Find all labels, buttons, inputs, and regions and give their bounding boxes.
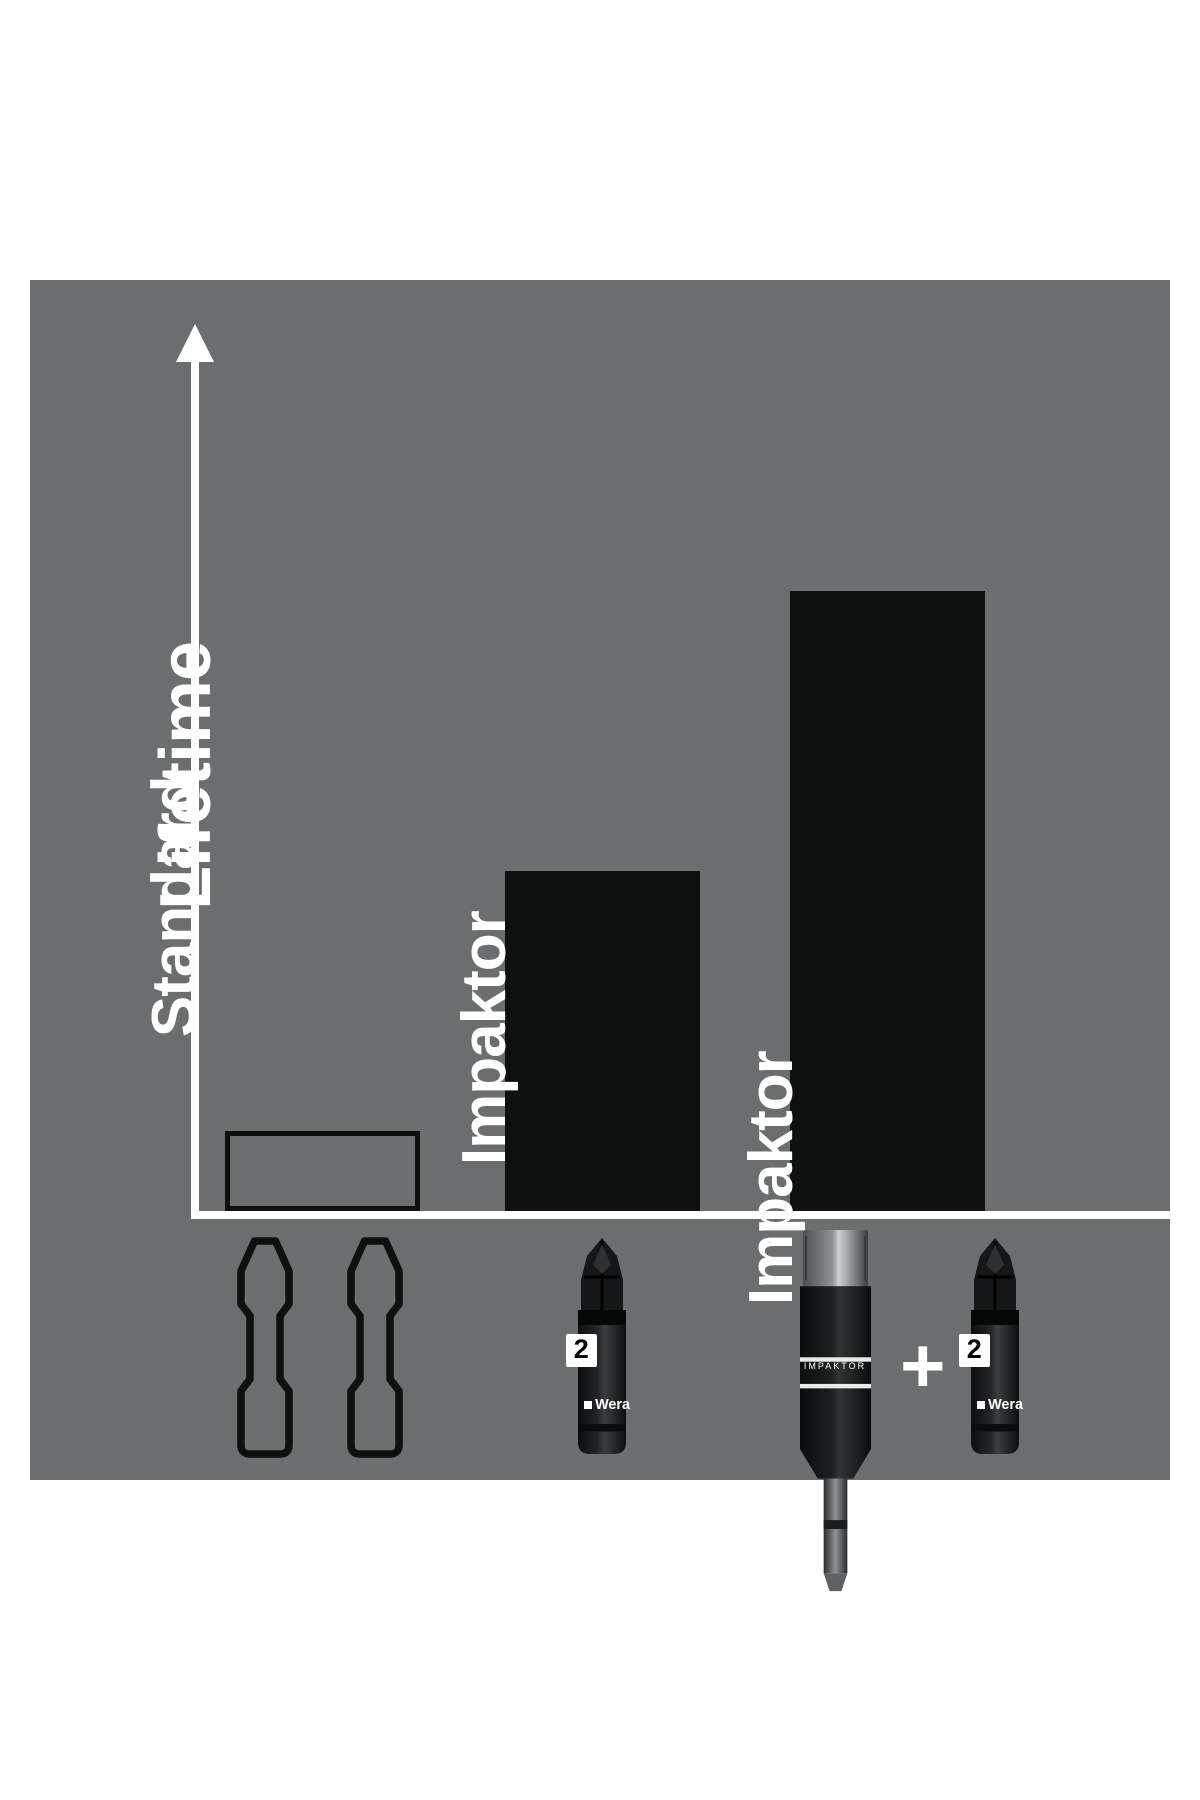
page-canvas: LifetimeStandardImpaktorImpaktor 2Wera bbox=[0, 0, 1200, 1800]
standard-bit-outline-2-icon bbox=[330, 1235, 420, 1460]
y-axis-arrow-icon bbox=[176, 324, 214, 362]
bit-brand-1: Wera bbox=[584, 1397, 630, 1413]
chart-plot-area: LifetimeStandardImpaktorImpaktor 2Wera bbox=[30, 280, 1170, 1480]
x-axis-line bbox=[191, 1211, 1170, 1219]
bar-label-impaktor: Impaktor bbox=[448, 725, 516, 1165]
bit-brand-2: Wera bbox=[977, 1397, 1023, 1413]
standard-bit-outline-1-icon bbox=[220, 1235, 310, 1460]
bit-size-tag-1: 2 bbox=[566, 1334, 597, 1367]
holder-label-text: IMPAKTOR bbox=[788, 1361, 883, 1371]
bar-standard bbox=[225, 1131, 420, 1211]
impaktor-holder-icon: IMPAKTOR bbox=[788, 1230, 883, 1600]
bit-brand-text-2: Wera bbox=[988, 1397, 1023, 1413]
bit-brand-text-1: Wera bbox=[595, 1397, 630, 1413]
plus-icon: + bbox=[900, 1320, 946, 1411]
bit-size-tag-2: 2 bbox=[959, 1334, 990, 1367]
impaktor-bit-2-icon: 2 Wera bbox=[950, 1235, 1040, 1460]
impaktor-bit-1-icon: 2 Wera bbox=[557, 1235, 647, 1460]
bar-label-standard: Standard bbox=[138, 597, 206, 1037]
bar-impaktor-system bbox=[790, 591, 985, 1211]
bar-impaktor bbox=[505, 871, 700, 1211]
